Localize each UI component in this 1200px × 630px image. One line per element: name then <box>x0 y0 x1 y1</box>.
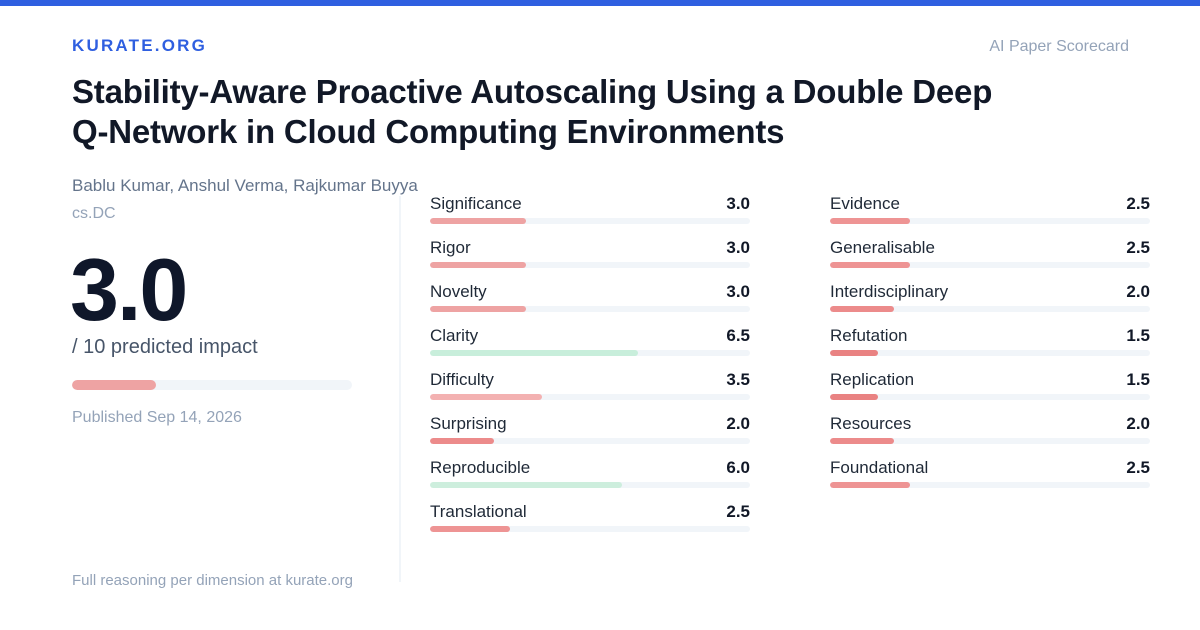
dimension-row-reproducible: Reproducible 6.0 <box>430 458 750 502</box>
dimension-value: 3.0 <box>726 238 750 257</box>
dimension-column-right: Evidence 2.5 Generalisable 2.5 Interdiscipli… <box>830 194 1150 502</box>
dimension-row-significance: Significance 3.0 <box>430 194 750 238</box>
dimension-label: Resources <box>830 414 912 433</box>
dimension-row-rigor: Rigor 3.0 <box>430 238 750 282</box>
dimension-label: Clarity <box>430 326 479 345</box>
paper-category: cs.DC <box>72 205 116 222</box>
dimension-bar <box>430 438 750 444</box>
dimension-bar <box>430 218 750 224</box>
dimension-bar-fill <box>430 306 526 312</box>
overall-score-bar-fill <box>72 380 156 390</box>
dimension-bar-fill <box>830 262 910 268</box>
dimension-bar-fill <box>830 218 910 224</box>
dimension-value: 2.5 <box>726 502 750 521</box>
dimension-label: Difficulty <box>430 370 494 389</box>
dimension-row-difficulty: Difficulty 3.5 <box>430 370 750 414</box>
dimension-column-left: Significance 3.0 Rigor 3.0 Novelty 3.0 Clarity… <box>430 194 750 546</box>
dimension-label: Refutation <box>830 326 908 345</box>
overall-score: 3.0 <box>70 240 188 339</box>
dimension-bar <box>430 394 750 400</box>
dimension-bar-fill <box>430 350 638 356</box>
dimension-bar <box>830 262 1150 268</box>
dimension-value: 6.5 <box>726 326 750 345</box>
dimension-value: 1.5 <box>1126 370 1150 389</box>
dimension-value: 3.0 <box>726 282 750 301</box>
dimension-value: 2.5 <box>1126 238 1150 257</box>
dimension-bar <box>430 482 750 488</box>
dimension-bar-fill <box>830 306 894 312</box>
dimension-value: 3.0 <box>726 194 750 213</box>
dimension-label: Evidence <box>830 194 900 213</box>
dimension-bar-fill <box>830 438 894 444</box>
dimension-row-replication: Replication 1.5 <box>830 370 1150 414</box>
dimension-value: 2.0 <box>726 414 750 433</box>
dimension-bar-fill <box>430 218 526 224</box>
dimension-value: 2.0 <box>1126 414 1150 433</box>
dimension-label: Replication <box>830 370 915 389</box>
brand-logo[interactable]: KURATE.ORG <box>72 36 208 55</box>
footer-note: Full reasoning per dimension at kurate.o… <box>72 572 353 589</box>
dimension-value: 3.5 <box>726 370 750 389</box>
dimension-label: Novelty <box>430 282 487 301</box>
dimension-bar <box>430 350 750 356</box>
dimension-label: Foundational <box>830 458 929 477</box>
dimension-bar-fill <box>430 482 622 488</box>
dimension-bar <box>830 438 1150 444</box>
dimension-row-translational: Translational 2.5 <box>430 502 750 546</box>
dimension-bar <box>830 306 1150 312</box>
dimension-row-resources: Resources 2.0 <box>830 414 1150 458</box>
column-divider <box>399 196 401 582</box>
paper-title: Stability-Aware Proactive Autoscaling Us… <box>72 73 993 150</box>
dimension-bar <box>830 218 1150 224</box>
dimension-value: 2.5 <box>1126 194 1150 213</box>
dimension-value: 2.0 <box>1126 282 1150 301</box>
published-date: Published Sep 14, 2026 <box>72 409 242 426</box>
dimension-row-refutation: Refutation 1.5 <box>830 326 1150 370</box>
dimension-row-novelty: Novelty 3.0 <box>430 282 750 326</box>
dimension-label: Significance <box>430 194 522 213</box>
dimension-bar-fill <box>430 438 494 444</box>
dimension-label: Interdisciplinary <box>830 282 949 301</box>
dimension-bar <box>830 394 1150 400</box>
dimension-bar <box>430 262 750 268</box>
dimension-bar-fill <box>830 350 878 356</box>
page-tagline: AI Paper Scorecard <box>989 38 1129 55</box>
dimension-label: Reproducible <box>430 458 531 477</box>
dimension-bar <box>830 350 1150 356</box>
dimension-bar <box>830 482 1150 488</box>
dimension-bar-fill <box>430 262 526 268</box>
dimension-row-clarity: Clarity 6.5 <box>430 326 750 370</box>
dimension-value: 2.5 <box>1126 458 1150 477</box>
dimension-bar-fill <box>430 526 510 532</box>
dimension-bar-fill <box>830 482 910 488</box>
dimension-row-foundational: Foundational 2.5 <box>830 458 1150 502</box>
paper-authors: Bablu Kumar, Anshul Verma, Rajkumar Buyy… <box>72 176 418 195</box>
overall-score-bar <box>72 380 352 390</box>
dimension-bar <box>430 526 750 532</box>
dimension-row-interdisciplinary: Interdisciplinary 2.0 <box>830 282 1150 326</box>
top-accent-bar <box>0 0 1200 6</box>
dimension-value: 1.5 <box>1126 326 1150 345</box>
dimension-label: Generalisable <box>830 238 935 257</box>
overall-score-label: / 10 predicted impact <box>72 336 258 358</box>
dimension-label: Surprising <box>430 414 507 433</box>
dimension-row-evidence: Evidence 2.5 <box>830 194 1150 238</box>
dimension-label: Translational <box>430 502 527 521</box>
dimension-row-generalisable: Generalisable 2.5 <box>830 238 1150 282</box>
dimension-value: 6.0 <box>726 458 750 477</box>
dimension-row-surprising: Surprising 2.0 <box>430 414 750 458</box>
dimension-label: Rigor <box>430 238 471 257</box>
dimension-bar-fill <box>830 394 878 400</box>
dimension-bar <box>430 306 750 312</box>
dimension-bar-fill <box>430 394 542 400</box>
